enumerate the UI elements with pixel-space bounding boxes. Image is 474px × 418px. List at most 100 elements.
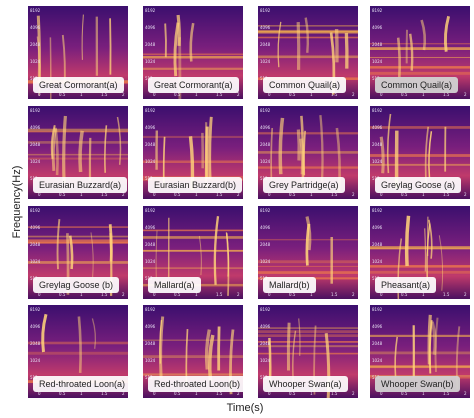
time-tick-label: 0 (380, 292, 383, 297)
time-tick-label: 0.5 (59, 192, 66, 197)
time-tick-label: 1.5 (331, 391, 338, 396)
time-tick-label: 0.5 (401, 192, 408, 197)
time-tick-label: 2 (237, 192, 240, 197)
frequency-tick-label: 1024 (260, 358, 271, 363)
panel-label: Great Cormorant(a) (148, 77, 239, 93)
time-tick-label: 1.5 (101, 391, 108, 396)
frequency-tick-label: 8192 (372, 208, 383, 213)
time-tick-label: 0.5 (174, 292, 181, 297)
time-tick-label: 0 (268, 192, 271, 197)
frequency-tick-label: 4096 (372, 25, 383, 30)
time-tick-label: 0 (38, 92, 41, 97)
time-tick-label: 1 (80, 192, 83, 197)
frequency-tick-label: 1024 (372, 59, 383, 64)
frequency-tick-label: 1024 (30, 259, 41, 264)
frequency-tick-label: 4096 (145, 25, 156, 30)
time-tick-label: 0.5 (59, 92, 66, 97)
frequency-tick-label: 1024 (30, 59, 41, 64)
frequency-tick-label: 2048 (260, 341, 271, 346)
frequency-tick-label: 2048 (372, 242, 383, 247)
spectrogram-panel: 819240962048102451200.511.52Red-throated… (28, 305, 128, 398)
frequency-tick-label: 4096 (372, 225, 383, 230)
time-tick-label: 1.5 (331, 92, 338, 97)
time-tick-label: 0.5 (401, 391, 408, 396)
time-tick-label: 2 (237, 92, 240, 97)
panel-label: Whooper Swan(a) (263, 376, 348, 392)
time-tick-label: 2 (464, 292, 467, 297)
panel-label: Eurasian Buzzard(b) (148, 177, 243, 193)
frequency-tick-label: 8192 (30, 208, 41, 213)
frequency-tick-label: 4096 (260, 225, 271, 230)
frequency-tick-label: 4096 (145, 125, 156, 130)
frequency-tick-label: 8192 (260, 108, 271, 113)
time-tick-label: 2 (122, 192, 125, 197)
time-tick-label: 1.5 (443, 92, 450, 97)
panel-label: Grey Partridge(a) (263, 177, 345, 193)
time-tick-label: 2 (352, 292, 355, 297)
frequency-tick-label: 1024 (30, 159, 41, 164)
frequency-tick-label: 2048 (145, 242, 156, 247)
panel-label: Common Quail(a) (263, 77, 347, 93)
frequency-tick-label: 2048 (145, 341, 156, 346)
frequency-tick-label: 1024 (372, 259, 383, 264)
frequency-tick-label: 8192 (372, 307, 383, 312)
time-tick-label: 2 (237, 391, 240, 396)
time-tick-label: 0 (268, 391, 271, 396)
time-tick-label: 1 (310, 292, 313, 297)
time-tick-label: 0.5 (59, 391, 66, 396)
time-tick-label: 2 (464, 391, 467, 396)
frequency-tick-label: 2048 (372, 341, 383, 346)
frequency-tick-label: 4096 (145, 225, 156, 230)
x-axis-label: Time(s) (226, 402, 264, 414)
panel-label: Common Quail(a) (375, 77, 459, 93)
frequency-tick-label: 2048 (260, 242, 271, 247)
time-tick-label: 0.5 (289, 192, 296, 197)
panel-label: Whooper Swan(b) (375, 376, 460, 392)
frequency-tick-label: 4096 (30, 125, 41, 130)
time-tick-label: 0.5 (174, 192, 181, 197)
frequency-tick-label: 4096 (260, 324, 271, 329)
time-tick-label: 2 (464, 192, 467, 197)
time-tick-label: 1 (422, 92, 425, 97)
time-tick-label: 0 (38, 192, 41, 197)
time-tick-label: 0.5 (401, 292, 408, 297)
panel-label: Pheasant(a) (375, 277, 437, 293)
frequency-tick-label: 1024 (372, 358, 383, 363)
frequency-tick-label: 8192 (145, 208, 156, 213)
time-tick-label: 0 (38, 391, 41, 396)
panel-label: Greylag Goose (a) (375, 177, 462, 193)
time-tick-label: 1 (195, 192, 198, 197)
time-tick-label: 1.5 (443, 391, 450, 396)
time-tick-label: 2 (352, 192, 355, 197)
time-tick-label: 0 (380, 192, 383, 197)
frequency-tick-label: 8192 (260, 307, 271, 312)
time-tick-label: 1.5 (216, 192, 223, 197)
frequency-tick-label: 2048 (145, 142, 156, 147)
time-tick-label: 1 (195, 391, 198, 396)
time-tick-label: 2 (352, 92, 355, 97)
time-tick-label: 0.5 (59, 292, 66, 297)
time-tick-label: 0 (38, 292, 41, 297)
frequency-tick-label: 8192 (372, 108, 383, 113)
frequency-tick-label: 4096 (260, 25, 271, 30)
time-tick-label: 0.5 (174, 391, 181, 396)
frequency-tick-label: 1024 (30, 358, 41, 363)
frequency-tick-label: 1024 (145, 358, 156, 363)
time-tick-label: 0 (268, 292, 271, 297)
frequency-tick-label: 4096 (30, 225, 41, 230)
time-tick-label: 1.5 (216, 292, 223, 297)
frequency-tick-label: 8192 (30, 8, 41, 13)
spectrogram-image (370, 206, 470, 299)
time-tick-label: 1 (195, 292, 198, 297)
time-tick-label: 0.5 (289, 292, 296, 297)
time-tick-label: 0 (153, 92, 156, 97)
frequency-tick-label: 1024 (145, 59, 156, 64)
time-tick-label: 0.5 (289, 92, 296, 97)
frequency-tick-label: 4096 (372, 324, 383, 329)
